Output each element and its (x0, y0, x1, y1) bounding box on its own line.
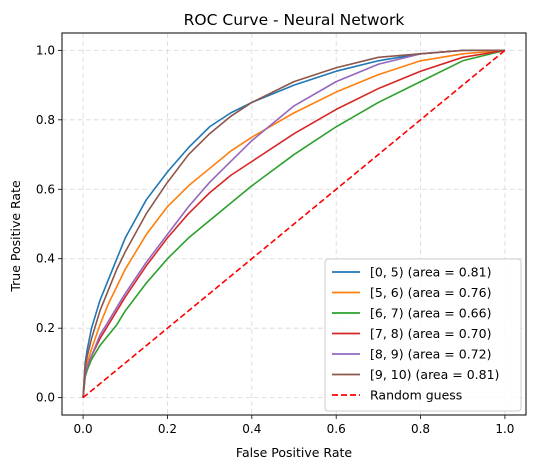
x-tick-label: 1.0 (495, 422, 514, 436)
y-tick-label: 0.2 (36, 321, 55, 335)
y-tick-label: 0.8 (36, 113, 55, 127)
x-tick-label: 0.4 (242, 422, 261, 436)
y-tick-label: 1.0 (36, 43, 55, 57)
legend-label: [9, 10) (area = 0.81) (370, 367, 499, 382)
y-axis-label: True Positive Rate (8, 180, 23, 293)
legend-label: [7, 8) (area = 0.70) (370, 326, 491, 341)
legend-label: Random guess (370, 388, 462, 403)
x-tick-label: 0.0 (74, 422, 93, 436)
x-tick-label: 0.8 (411, 422, 430, 436)
x-tick-label: 0.2 (158, 422, 177, 436)
chart-title: ROC Curve - Neural Network (184, 11, 405, 29)
legend-label: [8, 9) (area = 0.72) (370, 347, 491, 362)
legend-label: [0, 5) (area = 0.81) (370, 265, 491, 280)
legend-label: [6, 7) (area = 0.66) (370, 306, 491, 321)
x-axis-label: False Positive Rate (236, 445, 352, 460)
y-tick-label: 0.0 (36, 391, 55, 405)
y-tick-label: 0.4 (36, 252, 55, 266)
legend-label: [5, 6) (area = 0.76) (370, 285, 491, 300)
y-tick-label: 0.6 (36, 182, 55, 196)
legend: [0, 5) (area = 0.81) [5, 6) (area = 0.76)… (325, 259, 521, 411)
x-tick-label: 0.6 (327, 422, 346, 436)
